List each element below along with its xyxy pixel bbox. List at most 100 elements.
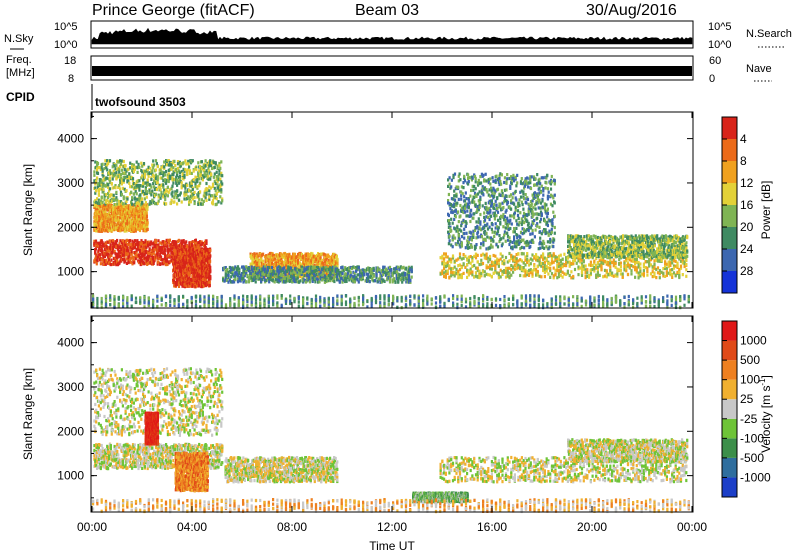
- echo-cell: [227, 280, 230, 284]
- echo-cell: [247, 269, 250, 273]
- echo-cell: [180, 200, 183, 204]
- echo-cell: [205, 192, 208, 196]
- echo-cell: [104, 162, 107, 167]
- echo-cell: [197, 194, 200, 198]
- echo-cell: [141, 201, 144, 205]
- echo-cell: [107, 208, 110, 212]
- echo-cell: [143, 214, 146, 218]
- echo-cell: [327, 255, 330, 259]
- echo-cell: [125, 222, 128, 226]
- echo-cell: [202, 199, 205, 203]
- echo-cell: [276, 279, 279, 283]
- echo-cell: [143, 192, 146, 196]
- echo-cell: [188, 196, 191, 200]
- echo-cell: [133, 165, 136, 169]
- echo-cell: [181, 172, 184, 176]
- echo-cell: [146, 172, 149, 176]
- echo-cell: [218, 161, 221, 166]
- echo-cell: [115, 196, 118, 200]
- echo-cell: [145, 245, 148, 249]
- echo-cell: [123, 204, 126, 208]
- echo-cell: [300, 276, 303, 280]
- echo-cell: [209, 159, 212, 163]
- echo-cell: [257, 276, 260, 280]
- echo-cell: [102, 227, 105, 231]
- echo-cell: [336, 264, 339, 268]
- echo-cell: [216, 183, 219, 187]
- echo-cell: [295, 276, 298, 280]
- echo-cell: [211, 182, 215, 186]
- echo-cell: [209, 274, 212, 279]
- echo-cell: [134, 188, 137, 192]
- cpid-text: twofsound 3503: [95, 95, 186, 109]
- echo-cell: [172, 259, 175, 263]
- echo-cell: [143, 172, 146, 176]
- echo-cell: [119, 179, 122, 183]
- echo-cell: [268, 266, 271, 270]
- echo-cell: [173, 200, 176, 204]
- echo-cell: [212, 175, 215, 179]
- echo-cell: [164, 178, 167, 182]
- echo-cell: [108, 169, 112, 173]
- echo-cell: [281, 280, 284, 284]
- echo-cell: [195, 265, 198, 270]
- echo-cell: [324, 253, 327, 257]
- echo-cell: [213, 186, 216, 190]
- echo-cell: [160, 242, 163, 246]
- echo-cell: [238, 279, 241, 283]
- echo-cell: [280, 269, 283, 273]
- echo-cell: [94, 259, 98, 264]
- echo-cell: [192, 271, 195, 275]
- echo-cell: [103, 259, 106, 263]
- echo-cell: [253, 266, 256, 271]
- echo-cell: [128, 260, 131, 264]
- echo-cell: [98, 253, 102, 257]
- noise-tick-left-top: 10^5: [54, 21, 78, 33]
- echo-cell: [162, 174, 165, 178]
- echo-cell: [177, 238, 180, 242]
- echo-cell: [114, 212, 117, 216]
- echo-cell: [95, 200, 98, 204]
- echo-cell: [281, 269, 284, 273]
- echo-cell: [94, 198, 97, 203]
- echo-cell: [127, 179, 130, 183]
- echo-cell: [169, 247, 172, 252]
- echo-cell: [162, 183, 165, 187]
- echo-cell: [190, 242, 193, 247]
- echo-cell: [228, 278, 231, 282]
- echo-cell: [241, 277, 244, 281]
- echo-cell: [188, 188, 191, 192]
- echo-cell: [245, 270, 248, 274]
- echo-cell: [170, 167, 173, 171]
- echo-cell: [134, 190, 137, 194]
- echo-cell: [262, 268, 265, 272]
- echo-cell: [254, 260, 257, 264]
- echo-cell: [112, 193, 115, 197]
- echo-cell: [258, 277, 261, 281]
- date-label: 30/Aug/2016: [586, 2, 677, 19]
- echo-cell: [134, 197, 137, 201]
- echo-cell: [121, 257, 124, 261]
- echo-cell: [298, 261, 302, 265]
- echo-cell: [234, 265, 237, 269]
- echo-cell: [157, 243, 160, 247]
- echo-cell: [297, 255, 300, 259]
- echo-cell: [189, 271, 192, 275]
- echo-cell: [150, 176, 153, 180]
- echo-cell: [297, 252, 300, 257]
- echo-cell: [144, 186, 147, 190]
- echo-cell: [288, 256, 291, 260]
- echo-cell: [247, 276, 250, 280]
- echo-cell: [183, 271, 186, 275]
- echo-cell: [278, 254, 282, 258]
- echo-cell: [125, 248, 128, 252]
- echo-cell: [200, 256, 204, 260]
- echo-cell: [159, 176, 162, 180]
- echo-cell: [103, 254, 106, 258]
- echo-cell: [260, 261, 263, 265]
- echo-cell: [143, 262, 146, 266]
- echo-cell: [117, 206, 120, 210]
- echo-cell: [272, 279, 275, 283]
- echo-cell: [308, 263, 312, 267]
- echo-cell: [158, 193, 161, 197]
